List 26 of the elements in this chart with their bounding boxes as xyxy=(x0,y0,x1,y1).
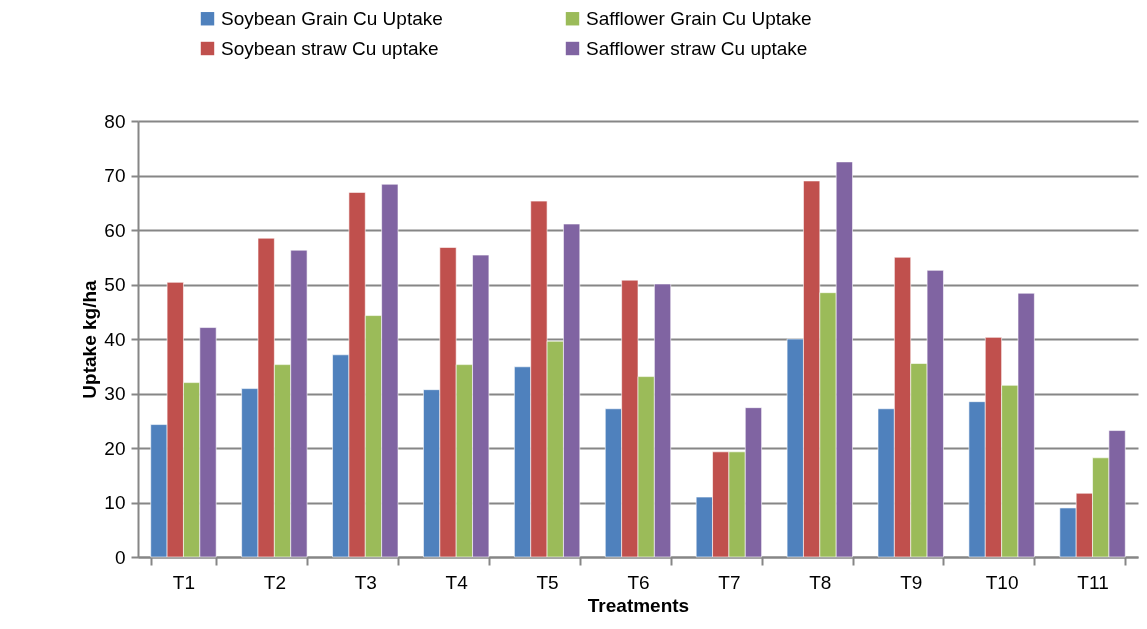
legend-label: Safflower Grain Cu Uptake xyxy=(586,7,812,29)
x-tick-label: T2 xyxy=(263,571,286,593)
x-axis-title: Treatments xyxy=(587,594,690,616)
y-tick-label: 60 xyxy=(104,219,126,241)
x-tick-label: T4 xyxy=(445,571,469,593)
y-tick-label: 20 xyxy=(104,437,126,459)
x-tick-label: T5 xyxy=(536,571,559,593)
legend-label: Safflower straw Cu uptake xyxy=(586,37,808,59)
y-tick-label: 0 xyxy=(114,546,126,568)
x-tick-label: T9 xyxy=(900,571,923,593)
x-tick-label: T6 xyxy=(627,571,650,593)
y-tick-label: 80 xyxy=(104,110,126,132)
x-tick-label: T3 xyxy=(354,571,377,593)
y-tick-label: 10 xyxy=(104,492,126,513)
x-tick-label: T7 xyxy=(718,571,741,593)
y-tick-label: 70 xyxy=(104,165,126,186)
x-tick-label: T8 xyxy=(809,571,832,593)
y-axis-title: Uptake kg/ha xyxy=(79,279,101,399)
y-tick-label: 30 xyxy=(104,383,126,404)
y-tick-label: 40 xyxy=(104,328,126,350)
legend-label: Soybean Grain Cu Uptake xyxy=(221,7,443,29)
y-tick-label: 50 xyxy=(104,274,126,295)
legend-label: Soybean straw Cu uptake xyxy=(221,37,439,59)
x-tick-label: T1 xyxy=(172,571,196,593)
x-tick-label: T11 xyxy=(1077,571,1109,593)
x-tick-label: T10 xyxy=(985,571,1019,593)
